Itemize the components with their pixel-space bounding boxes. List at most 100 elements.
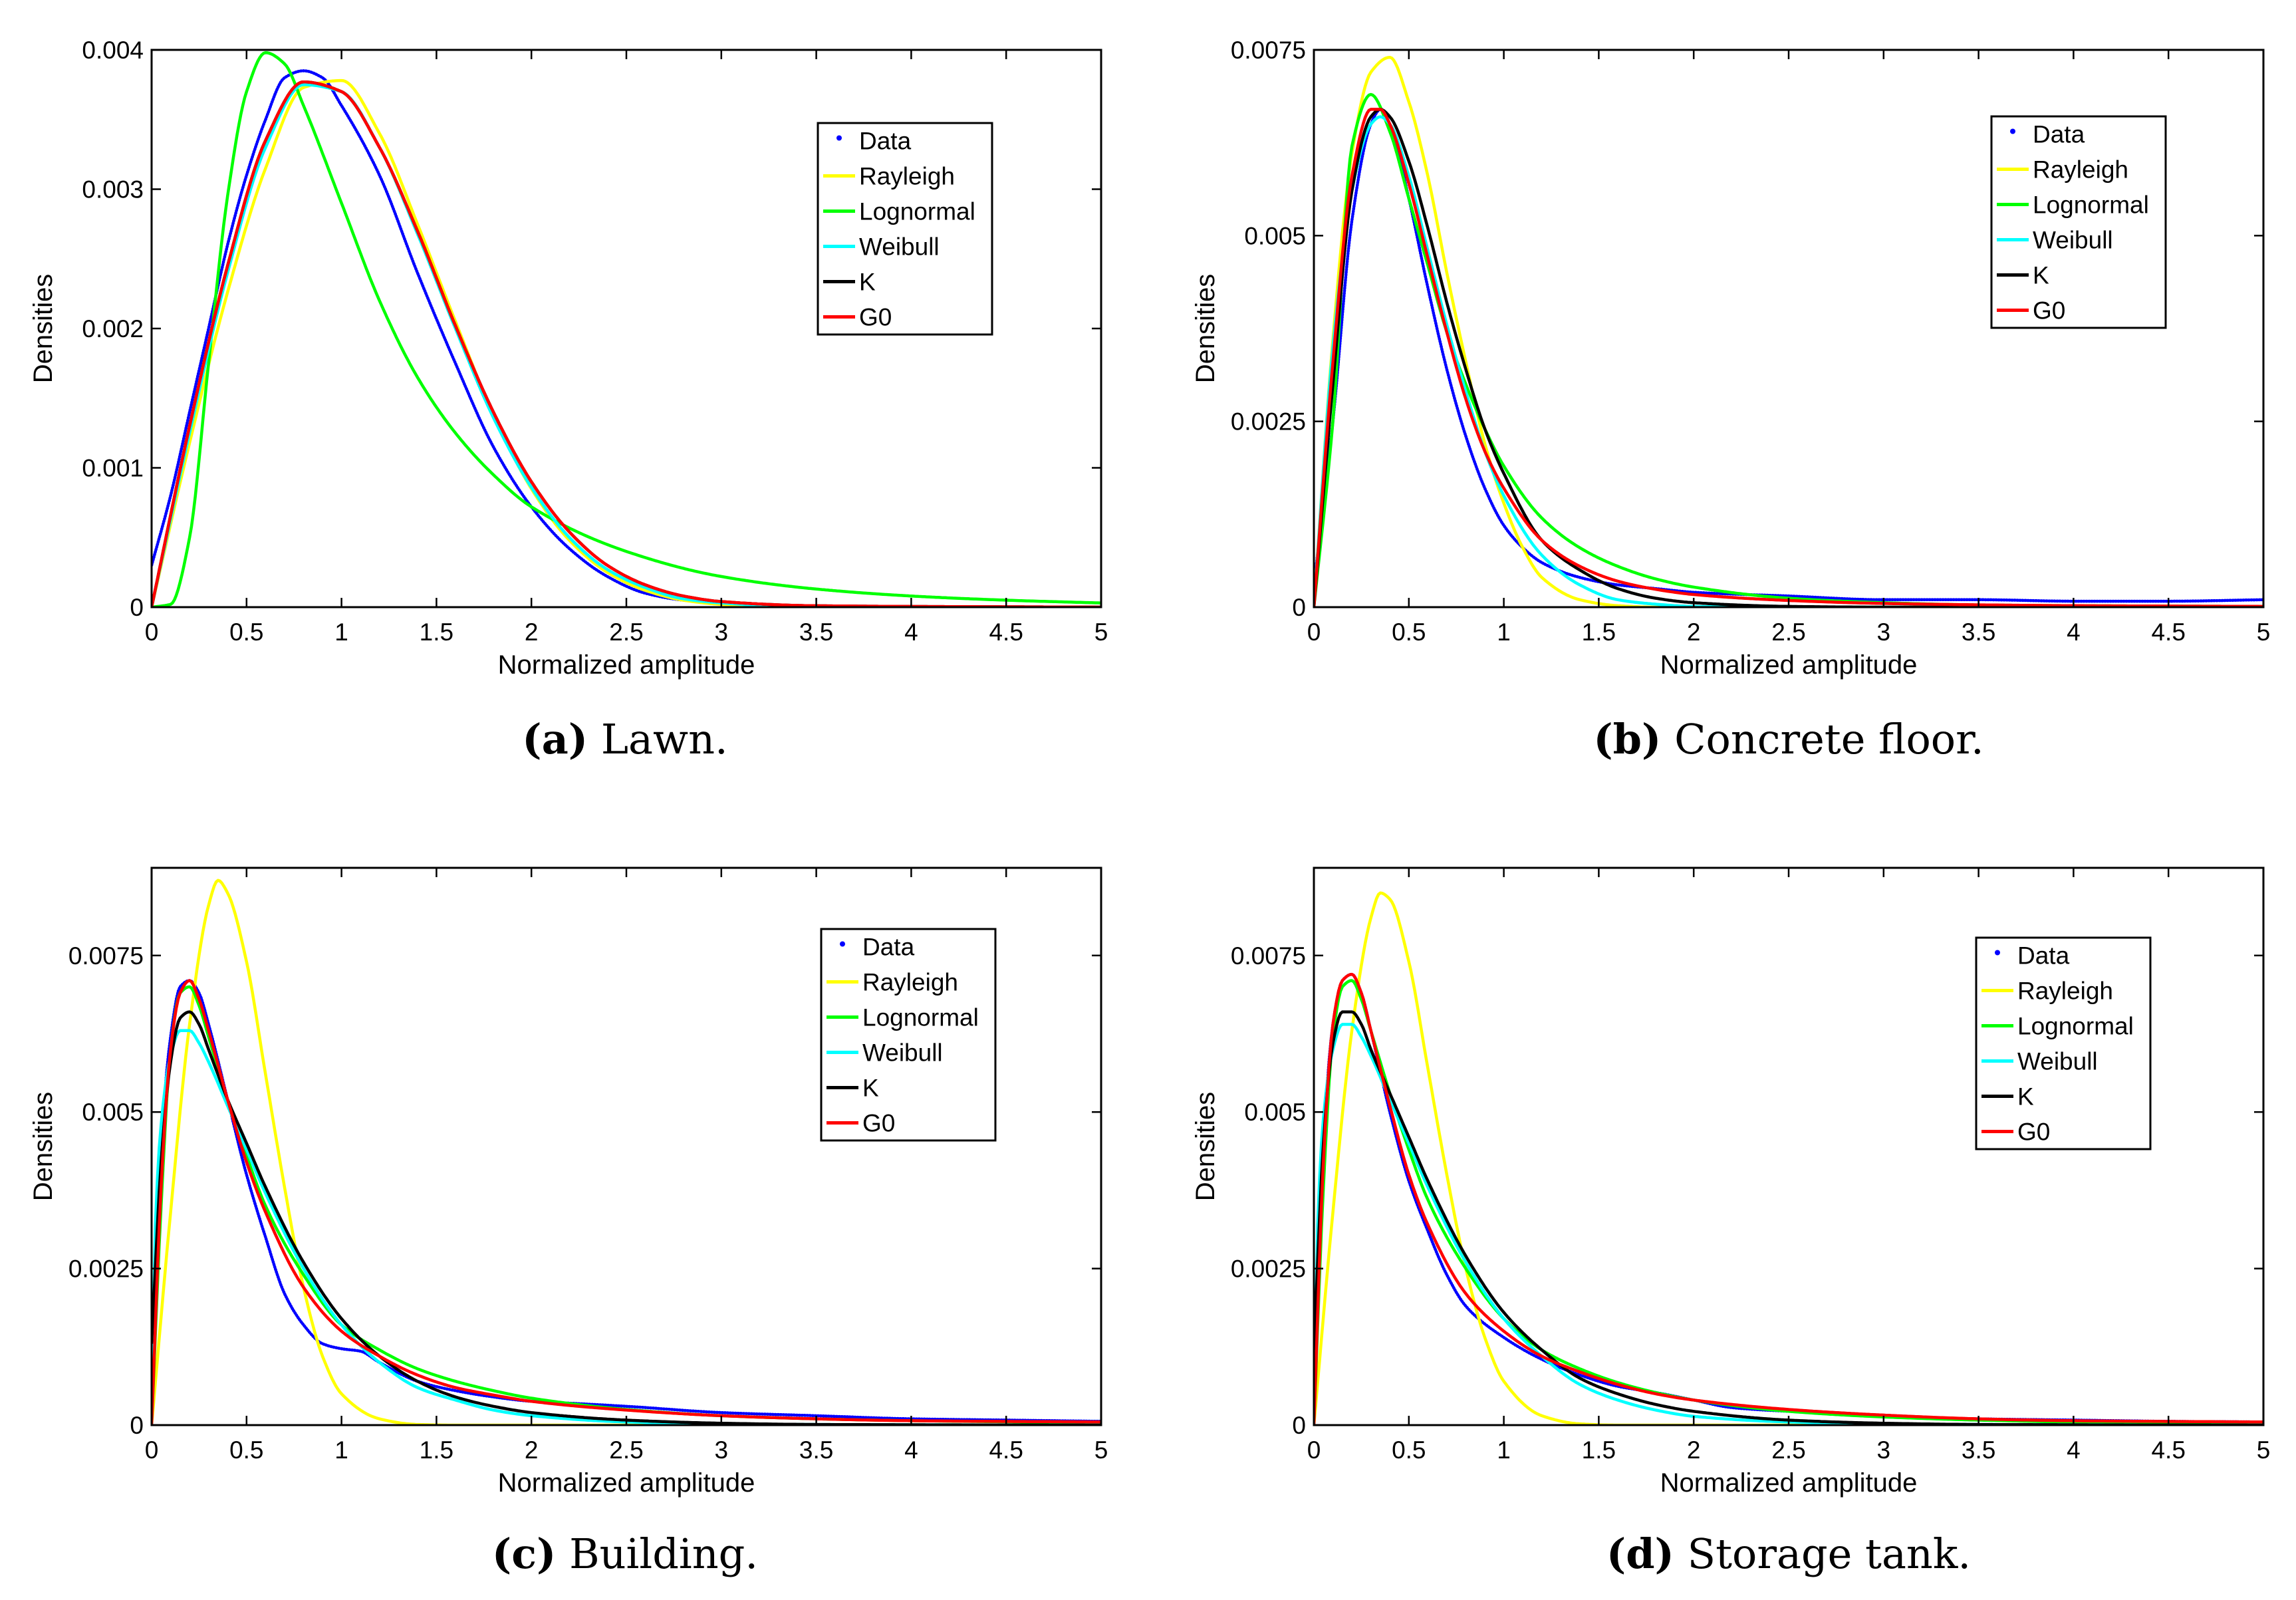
chart-d-xtick-label: 2.5 [1771,1436,1805,1464]
chart-c-legend-label-weibull: Weibull [862,1039,943,1067]
caption-a: (a) Lawn. [126,715,1124,763]
chart-d-legend-box [1975,936,2152,1150]
caption-d-label: (d) [1606,1530,1674,1578]
chart-b-line-weibull [1314,115,2263,607]
chart-d-line-rayleigh [1314,891,2263,1425]
chart-b-xtick-label: 3.5 [1962,618,1995,646]
chart-d-legend-label-weibull: Weibull [2017,1048,2098,1075]
chart-a-xtick-label: 2.5 [609,618,643,646]
chart-b-xtick-label: 1.5 [1582,618,1616,646]
chart-a-legend-box [817,122,993,336]
chart-c-legend-box [820,928,997,1142]
chart-c-legend-label-rayleigh: Rayleigh [862,969,958,996]
chart-a-ylabel: Densities [29,274,58,384]
chart-a-ytick-label: 0.001 [82,455,144,482]
chart-a-legend-label-g0: G0 [859,304,892,331]
chart-a-xlabel: Normalized amplitude [498,650,755,680]
chart-a-xtick-label: 5 [1094,618,1108,646]
caption-b-label: (b) [1593,715,1662,763]
chart-a-ytick-label: 0.002 [82,315,144,342]
chart-b-xtick-label: 4 [2067,618,2081,646]
chart-a-xtick-label: 4.5 [989,618,1023,646]
chart-c-xtick-label: 1.5 [420,1436,453,1464]
chart-b-legend-label-lognormal: Lognormal [2033,192,2149,219]
chart-b-legend: Data Rayleigh Lognormal Weibull K G0 [1990,115,2167,329]
chart-c-ytick-label: 0.0075 [68,942,144,970]
chart-d-ytick-label: 0.005 [1244,1099,1306,1126]
chart-a-ytick-label: 0.004 [82,37,144,64]
caption-a-text: Lawn. [600,715,728,763]
chart-b-legend-label-data: Data [2033,121,2085,148]
chart-c-legend: Data Rayleigh Lognormal Weibull K G0 [820,928,997,1142]
chart-b-legend-label-k: K [2033,262,2049,289]
caption-a-label: (a) [522,715,588,763]
chart-b-legend-label-weibull: Weibull [2033,227,2113,254]
chart-d-xtick-label: 3.5 [1962,1436,1995,1464]
chart-d-ylabel: Densities [1191,1092,1220,1202]
chart-b-series-data [1314,107,2263,603]
caption-c-label: (c) [491,1530,557,1578]
chart-d-xtick-label: 4.5 [2151,1436,2185,1464]
chart-d-line-g0 [1314,972,2263,1425]
chart-d-legend-label-k: K [2017,1083,2034,1111]
chart-b-xtick-label: 5 [2257,618,2271,646]
chart-c-series-data [152,979,1101,1423]
chart-b-ytick-label: 0.005 [1244,222,1306,249]
caption-d-text: Storage tank. [1687,1530,1972,1578]
chart-c-ylabel: Densities [29,1092,58,1202]
chart-b-ytick-label: 0.0025 [1231,408,1306,436]
chart-c-xtick-label: 0 [145,1436,159,1464]
chart-d-ytick-label: 0.0075 [1231,942,1306,970]
chart-a-line-data [152,69,1101,607]
chart-a-xtick-label: 0 [145,618,159,646]
chart-d-legend-marker-data [1995,950,2000,956]
chart-b-legend-label-g0: G0 [2033,297,2065,325]
chart-b-xtick-label: 2.5 [1771,618,1805,646]
chart-b-xlabel: Normalized amplitude [1660,650,1918,680]
caption-c-text: Building. [569,1530,759,1578]
chart-d-ytick-label: 0 [1292,1412,1306,1439]
chart-a-xtick-label: 2 [525,618,539,646]
chart-c-xlabel: Normalized amplitude [498,1468,755,1498]
chart-d-xtick-label: 1.5 [1582,1436,1616,1464]
chart-c-legend-label-lognormal: Lognormal [862,1004,979,1031]
chart-b-ylabel: Densities [1191,274,1220,384]
caption-b: (b) Concrete floor. [1290,715,2287,763]
chart-a-legend: Data Rayleigh Lognormal Weibull K G0 [817,122,993,336]
chart-c-xtick-label: 2 [525,1436,539,1464]
chart-c-xtick-label: 5 [1094,1436,1108,1464]
chart-a-xtick-label: 1 [334,618,348,646]
chart-c-line-g0 [152,979,1101,1425]
chart-c-legend-marker-data [840,941,845,947]
chart-d-legend-label-rayleigh: Rayleigh [2017,978,2113,1005]
chart-b-xtick-label: 1 [1497,618,1511,646]
chart-a-legend-label-weibull: Weibull [859,233,940,261]
chart-a-xtick-label: 0.5 [229,618,263,646]
chart-d: 0 0.5 1 1.5 2 2.5 3 3.5 4 4.5 5 0 0.0025 0.005 0.0075 N… [1191,867,2270,1498]
chart-a-xtick-label: 4 [904,618,918,646]
chart-a-legend-marker-data [836,135,842,141]
chart-c-xtick-label: 4 [904,1436,918,1464]
chart-b-xtick-label: 4.5 [2151,618,2185,646]
chart-a-ytick-label: 0 [130,594,144,621]
chart-b-xtick-label: 0 [1307,618,1321,646]
chart-c-line-data [152,979,1101,1423]
chart-c-xtick-label: 1 [334,1436,348,1464]
chart-c-line-rayleigh [152,878,1101,1425]
chart-d-legend-label-lognormal: Lognormal [2017,1013,2134,1040]
chart-a-legend-label-lognormal: Lognormal [859,198,975,225]
chart-d-xtick-label: 1 [1497,1436,1511,1464]
chart-d-xtick-label: 0 [1307,1436,1321,1464]
chart-c-legend-label-g0: G0 [862,1110,895,1137]
chart-a-line-weibull [152,83,1101,607]
chart-a-legend-label-k: K [859,269,876,296]
caption-d: (d) Storage tank. [1290,1530,2287,1578]
chart-c-legend-label-data: Data [862,934,915,961]
chart-d-xtick-label: 3 [1877,1436,1891,1464]
chart-b-xtick-label: 2 [1687,618,1701,646]
chart-a-xtick-label: 3.5 [799,618,833,646]
chart-a: 0 0.5 1 1.5 2 2.5 3 3.5 4 4.5 5 0 0.001 0.002 0.003 0.0… [29,37,1108,680]
chart-c-xtick-label: 0.5 [229,1436,263,1464]
chart-c-legend-label-k: K [862,1075,879,1102]
